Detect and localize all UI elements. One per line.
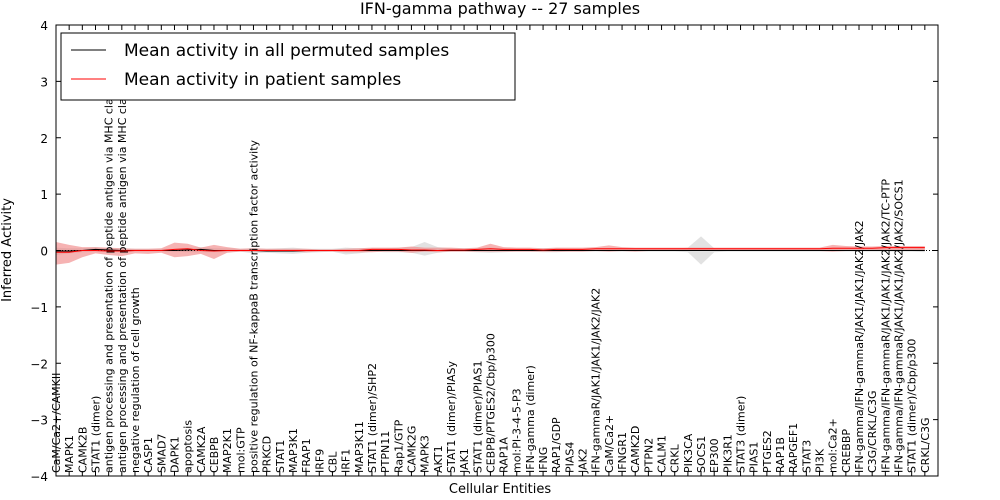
x-category-label: PTPN11: [379, 431, 392, 473]
x-category-label: CEBPB/PTGES2/Cbp/p300: [484, 333, 497, 473]
x-category-label: negative regulation of cell growth: [129, 287, 142, 473]
y-tick-label: −4: [30, 470, 48, 484]
x-category-label: STAT3 (dimer): [735, 396, 748, 473]
x-category-label: MAP2K1: [221, 428, 234, 473]
x-category-label: apoptosis: [182, 420, 195, 473]
x-category-label: IFN-gamma (dimer): [524, 365, 537, 473]
x-category-label: RAP1/GDP: [550, 417, 563, 473]
y-tick-label: −1: [30, 301, 48, 315]
y-axis-ticks: −4 −3 −2 −1 0 1 2 3 4: [30, 19, 938, 484]
x-category-label: STAT1 (dimer)/PIASy: [445, 361, 458, 473]
y-tick-label: 1: [40, 188, 48, 202]
x-category-label: IFN-gamma/IFN-gammaR/JAK1/JAK1/JAK2/JAK2: [853, 220, 866, 473]
x-category-label: EP300: [708, 438, 721, 473]
x-category-label: mol:Ca2+: [827, 418, 840, 473]
x-category-label: CRKL/C3G: [919, 417, 932, 473]
permuted-mean-line: [56, 248, 925, 252]
x-category-label: CAMK2B: [76, 427, 89, 473]
x-category-label: RAP1A: [498, 437, 511, 473]
series-lines: [56, 247, 925, 253]
x-axis-title: Cellular Entities: [449, 482, 551, 497]
x-category-label: mol:PI-3-4-5-P3: [511, 388, 524, 473]
x-category-label: IFNGR1: [616, 432, 629, 473]
x-category-label: IRF1: [340, 449, 353, 473]
x-category-label: RAPGEF1: [787, 423, 800, 473]
x-category-label: STAT3: [800, 440, 813, 473]
x-category-label: mol:GTP: [234, 427, 247, 473]
x-category-label: CALM1: [656, 435, 669, 473]
x-category-label: STAT1 (dimer)/Cbp/p300: [906, 339, 919, 473]
x-category-label: JAK1: [458, 448, 471, 474]
x-category-label: CBL: [326, 451, 339, 473]
x-category-label: STAT1: [274, 440, 287, 473]
patient-band: [56, 242, 925, 265]
x-category-label: PIK3R1: [721, 434, 734, 473]
x-category-label: PTGES2: [761, 430, 774, 473]
x-category-label: FRAP1: [300, 438, 313, 473]
x-category-label: MAPK3: [419, 435, 432, 473]
x-category-label: IFN-gamma/IFN-gammaR/JAK1/JAK1/JAK2/JAK2…: [893, 179, 906, 473]
x-category-label: STAT1 (dimer): [89, 396, 102, 473]
x-category-label: RAP1B: [774, 437, 787, 473]
patient-mean-line: [56, 247, 925, 253]
chart-title: IFN-gamma pathway -- 27 samples: [360, 0, 640, 18]
x-axis-category-labels: CaM/Ca2+/CAMKII MAPK1 CAMK2B STAT1 (dimer) a…: [50, 25, 932, 476]
x-category-label: MAP3K11: [353, 421, 366, 473]
legend-label-patient: Mean activity in patient samples: [124, 70, 401, 90]
x-category-label: IFN-gammaR/JAK1/JAK1/JAK2/JAK2: [590, 288, 603, 473]
x-category-label: CaM/Ca2+: [603, 415, 616, 473]
x-category-label: STAT1 (dimer)/SHP2: [366, 363, 379, 473]
x-category-label: CAMK2G: [405, 426, 418, 473]
x-category-label: STAT1 (dimer)/PIAS1: [471, 361, 484, 473]
y-axis-title: Inferred Activity: [0, 198, 15, 302]
x-category-label: SMAD7: [155, 434, 168, 473]
x-category-label: IRF9: [313, 449, 326, 473]
x-category-label: IFN-gamma/IFN-gammaR/JAK1/JAK1/JAK2/JAK2…: [879, 179, 892, 473]
x-category-label: IFNG: [537, 447, 550, 473]
x-category-label: PI3K: [814, 448, 827, 473]
x-category-label: CAMK2D: [629, 426, 642, 473]
x-category-label: antigen processing and presentation of p…: [103, 80, 116, 473]
x-category-label: CRKL: [669, 443, 682, 473]
x-category-label: PRKCD: [261, 436, 274, 473]
x-category-label: CAMK2A: [195, 426, 208, 473]
x-category-label: positive regulation of NF-kappaB transcr…: [247, 139, 260, 473]
x-category-label: PIK3CA: [682, 433, 695, 473]
x-category-label: CEBPB: [208, 437, 221, 473]
x-category-label: antigen processing and presentation of p…: [116, 77, 129, 473]
x-category-label: PIAS4: [563, 442, 576, 473]
x-category-label: PTPN2: [642, 438, 655, 473]
x-category-label: CREBBP: [840, 429, 853, 473]
legend-label-permuted: Mean activity in all permuted samples: [124, 41, 449, 61]
legend: Mean activity in all permuted samples Me…: [60, 32, 516, 101]
plot-frame: [55, 24, 939, 477]
y-tick-label: 0: [40, 245, 48, 259]
y-tick-label: 4: [40, 19, 48, 33]
x-category-label: MAP3K1: [287, 428, 300, 473]
x-category-label: PIAS1: [748, 442, 761, 473]
x-category-label: Rap1/GTP: [392, 419, 405, 473]
y-tick-label: −2: [30, 357, 48, 371]
y-tick-label: −3: [30, 414, 48, 428]
x-category-label: MAPK1: [63, 435, 76, 473]
y-tick-label: 3: [40, 75, 48, 89]
x-category-label: SOCS1: [695, 436, 708, 473]
x-category-label: JAK2: [577, 448, 590, 474]
x-category-label: DAPK1: [168, 436, 181, 473]
x-category-label: C3G/CRKL/C3G: [866, 391, 879, 473]
x-category-label: AKT1: [432, 445, 445, 473]
legend-box: [60, 32, 516, 101]
x-category-label: CASP1: [142, 437, 155, 473]
y-tick-label: 2: [40, 132, 48, 146]
